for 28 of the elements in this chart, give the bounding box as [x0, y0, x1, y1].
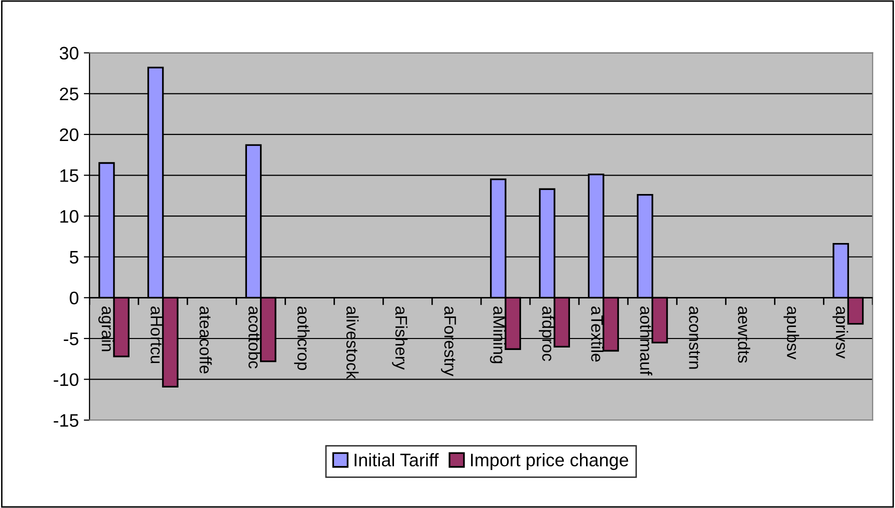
y-tick-label: -5 [64, 332, 78, 346]
x-tick-label: agrain [98, 306, 114, 352]
y-tick-label: 30 [60, 46, 78, 60]
x-tick-label: aMining [490, 306, 506, 364]
legend-label: Import price change [471, 453, 628, 470]
x-tick-label: aFishery [392, 306, 408, 370]
x-tick-label: apubsv [784, 306, 800, 360]
x-tick-label: aprivsv [832, 306, 848, 359]
x-tick-label: acottobc [248, 306, 261, 368]
y-tick-label: 15 [60, 169, 78, 182]
y-tick-label: 20 [60, 128, 78, 142]
legend-label: Initial Tariff [354, 453, 439, 466]
x-tick-label: aothcrop [294, 306, 310, 370]
y-tick-label: 5 [70, 251, 78, 264]
y-tick-label: 0 [70, 292, 78, 304]
y-tick-label: 10 [60, 210, 78, 223]
x-tick-label: afdproc [538, 306, 554, 361]
x-tick-label: aTextile [591, 306, 604, 362]
y-tick-label: -10 [54, 373, 78, 386]
x-tick-label: aewtdts [738, 306, 750, 363]
x-tick-label: alivestock [346, 306, 359, 380]
y-tick-label: 25 [60, 88, 78, 100]
x-tick-label: aothmauf [640, 306, 652, 376]
x-tick-label: ateacoffe [200, 306, 212, 374]
x-tick-label: aconstrn [689, 306, 700, 369]
x-tick-label: aForestry [440, 306, 456, 376]
y-tick-label: -15 [54, 414, 78, 427]
x-tick-label: aHortcu [150, 306, 162, 364]
